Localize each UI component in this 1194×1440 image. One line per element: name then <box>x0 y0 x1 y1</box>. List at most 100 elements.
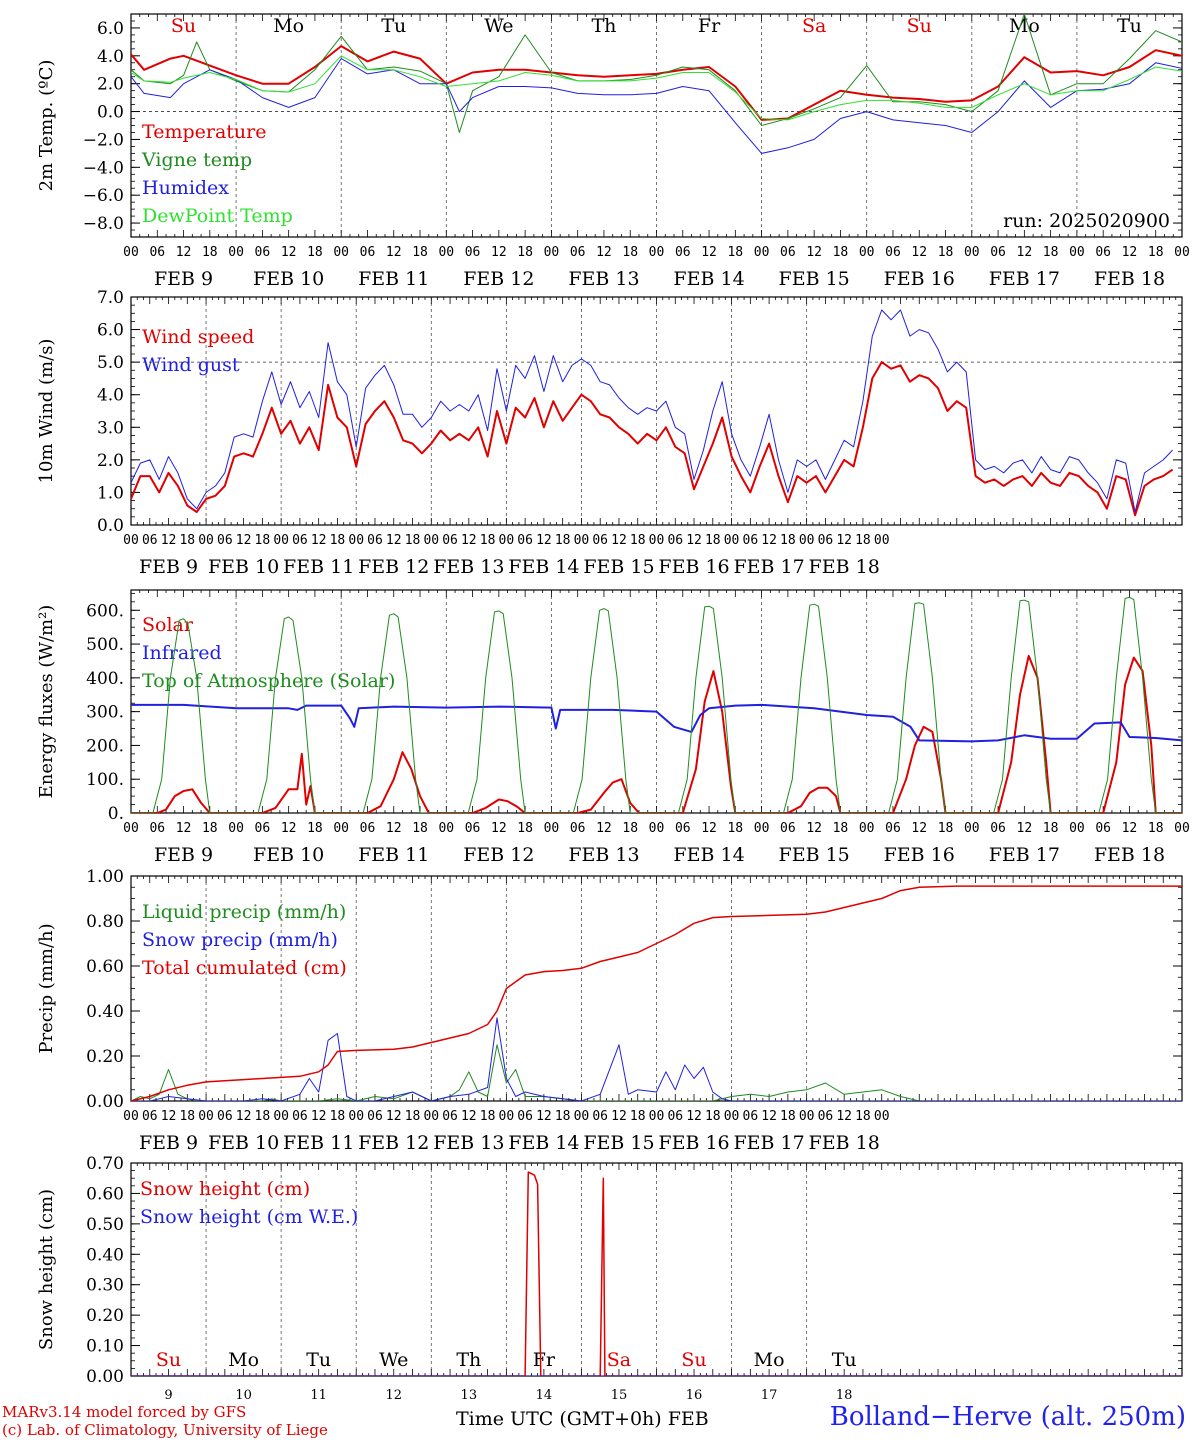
x-hour-label: 12 <box>761 1109 777 1124</box>
x-hour-label: 06 <box>743 1109 759 1124</box>
series-line-2-2 <box>131 309 1173 513</box>
x-hour-label: 12 <box>611 1109 627 1124</box>
x-day-label: FEB 14 <box>673 844 744 866</box>
x-day-label: FEB 14 <box>508 1132 579 1154</box>
y-tick-label: 500. <box>86 635 124 655</box>
x-hour-label: 00 <box>423 1109 439 1124</box>
x-hour-label: 06 <box>142 1109 158 1124</box>
x-day-label: FEB 17 <box>733 556 804 578</box>
x-hour-label: 00 <box>544 821 560 836</box>
x-hour-label: 06 <box>570 821 586 836</box>
x-hour-label: 00 <box>333 821 349 836</box>
x-hour-label: 00 <box>123 821 139 836</box>
x-day-number: 11 <box>310 1388 327 1403</box>
weekday-label: Su <box>907 15 932 37</box>
x-day-label: FEB 10 <box>253 268 324 290</box>
x-day-label: FEB 10 <box>208 556 279 578</box>
x-hour-label: 00 <box>123 533 139 548</box>
x-hour-label: 18 <box>727 245 743 260</box>
y-axis-label: 10m Wind (m/s) <box>36 339 57 484</box>
series-line-1-4 <box>131 55 1182 121</box>
plot-frame <box>130 589 1183 814</box>
weekday-label: We <box>379 1349 408 1371</box>
x-hour-label: 18 <box>780 533 796 548</box>
x-hour-label: 00 <box>1069 245 1085 260</box>
weekday-label: Tu <box>306 1349 331 1371</box>
x-day-label: FEB 10 <box>208 1132 279 1154</box>
x-hour-label: 00 <box>754 821 770 836</box>
x-day-label: FEB 14 <box>673 268 744 290</box>
x-hour-label: 12 <box>836 533 852 548</box>
x-hour-label: 06 <box>517 533 533 548</box>
y-axis-label: Snow height (cm) <box>36 1189 57 1350</box>
x-hour-label: 00 <box>724 533 740 548</box>
weekday-label: Mo <box>228 1349 259 1371</box>
y-tick-label: 4.0 <box>97 386 124 406</box>
x-hour-label: 00 <box>228 245 244 260</box>
y-axis-label: 2m Temp. (ºC) <box>36 60 57 192</box>
x-hour-label: 06 <box>885 245 901 260</box>
y-tick-label: 300. <box>86 703 124 723</box>
legend-entry: Snow height (cm W.E.) <box>140 1206 358 1228</box>
x-day-label: FEB 17 <box>989 844 1060 866</box>
legend-entry: Snow precip (mm/h) <box>142 929 338 951</box>
x-hour-label: 06 <box>818 1109 834 1124</box>
x-hour-label: 12 <box>536 533 552 548</box>
x-day-label: FEB 9 <box>139 1132 198 1154</box>
x-hour-label: 18 <box>630 533 646 548</box>
x-hour-label: 12 <box>386 245 402 260</box>
x-hour-label: 18 <box>179 1109 195 1124</box>
x-hour-label: 12 <box>911 245 927 260</box>
x-hour-label: 00 <box>499 533 515 548</box>
weekday-label: Tu <box>1117 15 1142 37</box>
x-hour-label: 18 <box>517 245 533 260</box>
x-hour-label: 12 <box>311 1109 327 1124</box>
x-hour-label: 18 <box>555 533 571 548</box>
x-hour-label: 06 <box>818 533 834 548</box>
x-hour-label: 12 <box>281 245 297 260</box>
x-hour-label: 12 <box>161 1109 177 1124</box>
x-hour-label: 06 <box>255 245 271 260</box>
x-hour-label: 06 <box>592 533 608 548</box>
x-hour-label: 00 <box>123 1109 139 1124</box>
y-tick-label: 0.70 <box>86 1154 124 1174</box>
x-hour-label: 18 <box>727 821 743 836</box>
x-hour-label: 18 <box>202 245 218 260</box>
x-hour-label: 12 <box>701 245 717 260</box>
y-tick-label: 0.40 <box>86 1002 124 1022</box>
weekday-label: We <box>484 15 513 37</box>
x-hour-label: 18 <box>202 821 218 836</box>
x-hour-label: 18 <box>780 1109 796 1124</box>
series-line-3-1 <box>131 654 1182 813</box>
x-hour-label: 06 <box>780 821 796 836</box>
x-hour-label: 12 <box>686 533 702 548</box>
x-hour-label: 00 <box>874 533 890 548</box>
x-hour-label: 00 <box>574 1109 590 1124</box>
legend-entry: Top of Atmosphere (Solar) <box>142 670 395 692</box>
y-tick-label: 0.20 <box>86 1047 124 1067</box>
series-line-2-1 <box>131 361 1174 517</box>
x-hour-label: 00 <box>348 1109 364 1124</box>
series-line-4-3 <box>131 885 1182 1101</box>
x-hour-label: 12 <box>176 821 192 836</box>
y-tick-label: 0.80 <box>86 912 124 932</box>
x-hour-label: 00 <box>964 821 980 836</box>
x-hour-label: 06 <box>360 245 376 260</box>
x-hour-label: 12 <box>701 821 717 836</box>
legend-entry: Solar <box>142 614 194 636</box>
y-tick-label: 6.0 <box>97 19 124 39</box>
x-day-label: FEB 16 <box>658 556 729 578</box>
x-hour-label: 12 <box>491 821 507 836</box>
x-day-label: FEB 17 <box>733 1132 804 1154</box>
x-day-number: 18 <box>836 1388 853 1403</box>
y-tick-label: −4.0 <box>83 158 124 178</box>
x-day-label: FEB 12 <box>463 844 534 866</box>
x-hour-label: 00 <box>964 245 980 260</box>
x-hour-label: 00 <box>348 533 364 548</box>
x-hour-label: 18 <box>855 1109 871 1124</box>
x-hour-label: 06 <box>367 1109 383 1124</box>
series-line-4-2 <box>131 1017 1182 1101</box>
time-axis-label: Time UTC (GMT+0h) FEB <box>456 1408 709 1430</box>
x-hour-label: 00 <box>333 245 349 260</box>
